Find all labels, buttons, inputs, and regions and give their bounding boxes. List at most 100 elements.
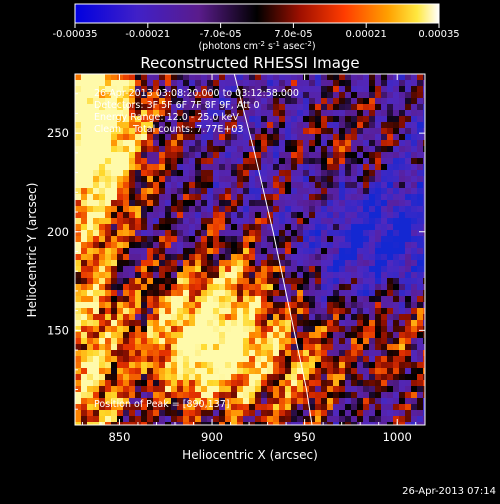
- heatmap-cell: [99, 332, 105, 338]
- heatmap-cell: [249, 200, 255, 206]
- heatmap-cell: [165, 116, 171, 122]
- heatmap-cell: [87, 140, 93, 146]
- heatmap-cell: [393, 152, 399, 158]
- heatmap-cell: [165, 110, 171, 116]
- heatmap-cell: [153, 332, 159, 338]
- heatmap-cell: [363, 224, 369, 230]
- heatmap-cell: [339, 224, 345, 230]
- heatmap-cell: [111, 128, 117, 134]
- heatmap-cell: [117, 272, 123, 278]
- x-tick-label: 1000: [383, 430, 412, 444]
- heatmap-cell: [99, 272, 105, 278]
- heatmap-cell: [321, 98, 327, 104]
- heatmap-cell: [303, 236, 309, 242]
- heatmap-cell: [195, 98, 201, 104]
- heatmap-cell: [291, 128, 297, 134]
- heatmap-cell: [111, 350, 117, 356]
- heatmap-cell: [309, 74, 315, 80]
- heatmap-cell: [243, 188, 249, 194]
- heatmap-cell: [363, 326, 369, 332]
- heatmap-cell: [297, 386, 303, 392]
- heatmap-cell: [129, 422, 135, 425]
- heatmap-cell: [183, 380, 189, 386]
- heatmap-cell: [273, 362, 279, 368]
- heatmap-cell: [273, 170, 279, 176]
- heatmap-cell: [381, 146, 387, 152]
- heatmap-cell: [243, 122, 249, 128]
- heatmap-cell: [93, 284, 99, 290]
- heatmap-cell: [153, 200, 159, 206]
- heatmap-cell: [135, 74, 141, 80]
- heatmap-cell: [345, 278, 351, 284]
- heatmap-cell: [243, 308, 249, 314]
- heatmap-cell: [423, 308, 425, 314]
- heatmap-cell: [393, 212, 399, 218]
- heatmap-cell: [369, 302, 375, 308]
- heatmap-cell: [231, 374, 237, 380]
- heatmap-cell: [75, 98, 81, 104]
- heatmap-cell: [141, 176, 147, 182]
- heatmap-cell: [369, 224, 375, 230]
- heatmap-cell: [423, 212, 425, 218]
- heatmap-cell: [303, 206, 309, 212]
- heatmap-cell: [321, 260, 327, 266]
- heatmap-cell: [303, 374, 309, 380]
- heatmap-cell: [201, 356, 207, 362]
- heatmap-cell: [249, 230, 255, 236]
- heatmap-cell: [249, 206, 255, 212]
- heatmap-cell: [231, 326, 237, 332]
- heatmap-cell: [213, 104, 219, 110]
- heatmap-cell: [357, 362, 363, 368]
- heatmap-cell: [243, 386, 249, 392]
- heatmap-cell: [321, 194, 327, 200]
- heatmap-cell: [75, 380, 81, 386]
- heatmap-cell: [297, 302, 303, 308]
- heatmap-cell: [279, 404, 285, 410]
- heatmap-cell: [393, 338, 399, 344]
- heatmap-cell: [375, 356, 381, 362]
- heatmap-cell: [75, 140, 81, 146]
- heatmap-cell: [369, 104, 375, 110]
- heatmap-cell: [99, 254, 105, 260]
- heatmap-cell: [411, 224, 417, 230]
- heatmap-cell: [123, 284, 129, 290]
- heatmap-cell: [399, 140, 405, 146]
- heatmap-cell: [87, 254, 93, 260]
- heatmap-cell: [345, 74, 351, 80]
- heatmap-cell: [255, 374, 261, 380]
- heatmap-cell: [393, 404, 399, 410]
- heatmap-cell: [357, 404, 363, 410]
- heatmap-cell: [117, 338, 123, 344]
- heatmap-cell: [303, 254, 309, 260]
- heatmap-cell: [261, 284, 267, 290]
- heatmap-cell: [255, 272, 261, 278]
- heatmap-cell: [87, 338, 93, 344]
- heatmap-cell: [255, 140, 261, 146]
- heatmap-cell: [285, 164, 291, 170]
- heatmap-cell: [201, 122, 207, 128]
- heatmap-cell: [195, 410, 201, 416]
- heatmap-cell: [351, 176, 357, 182]
- heatmap-cell: [231, 236, 237, 242]
- heatmap-cell: [279, 218, 285, 224]
- heatmap-cell: [309, 380, 315, 386]
- heatmap-cell: [273, 392, 279, 398]
- heatmap-cell: [357, 146, 363, 152]
- heatmap-cell: [249, 260, 255, 266]
- heatmap-cell: [225, 176, 231, 182]
- heatmap-cell: [381, 398, 387, 404]
- heatmap-cell: [135, 182, 141, 188]
- heatmap-cell: [87, 194, 93, 200]
- heatmap-cell: [105, 344, 111, 350]
- heatmap-cell: [267, 134, 273, 140]
- heatmap-cell: [267, 242, 273, 248]
- heatmap-cell: [99, 176, 105, 182]
- heatmap-cell: [351, 206, 357, 212]
- heatmap-cell: [99, 260, 105, 266]
- heatmap-cell: [105, 206, 111, 212]
- heatmap-cell: [183, 278, 189, 284]
- heatmap-cell: [213, 416, 219, 422]
- heatmap-cell: [159, 422, 165, 425]
- heatmap-cell: [279, 152, 285, 158]
- heatmap-cell: [315, 332, 321, 338]
